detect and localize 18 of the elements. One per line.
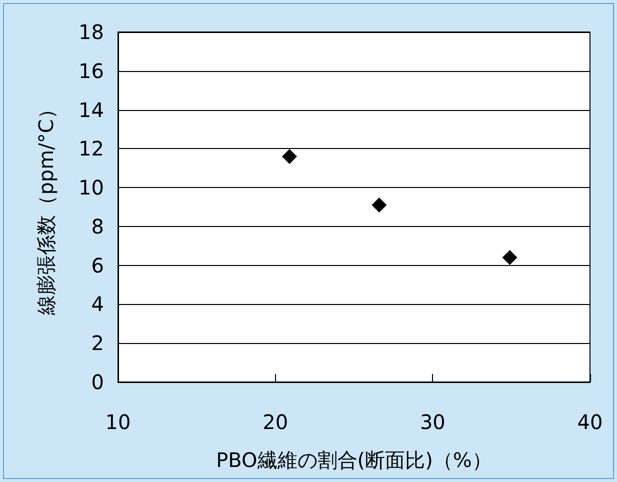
y-tick-label: 14 [78,98,104,122]
x-axis-title: PBO繊維の割合(断面比)（%） [216,448,492,472]
y-tick-label: 16 [78,58,104,83]
y-tick-label: 12 [78,136,104,161]
x-tick-label: 20 [262,410,288,434]
y-tick-label: 4 [91,292,104,316]
y-tick-label: 18 [78,20,104,44]
y-tick-label: 6 [91,253,104,278]
y-tick-label: 2 [91,331,104,356]
point [372,198,387,213]
y-tick-label: 0 [91,370,104,394]
x-tick-label: 30 [420,410,446,434]
x-tick-label: 40 [577,410,603,434]
y-tick-label: 10 [78,176,104,200]
point [282,148,297,164]
y-tick-label: 8 [91,214,104,238]
point [502,250,518,266]
y-axis-title: 線膨張係数（ppm/°C） [34,99,58,316]
